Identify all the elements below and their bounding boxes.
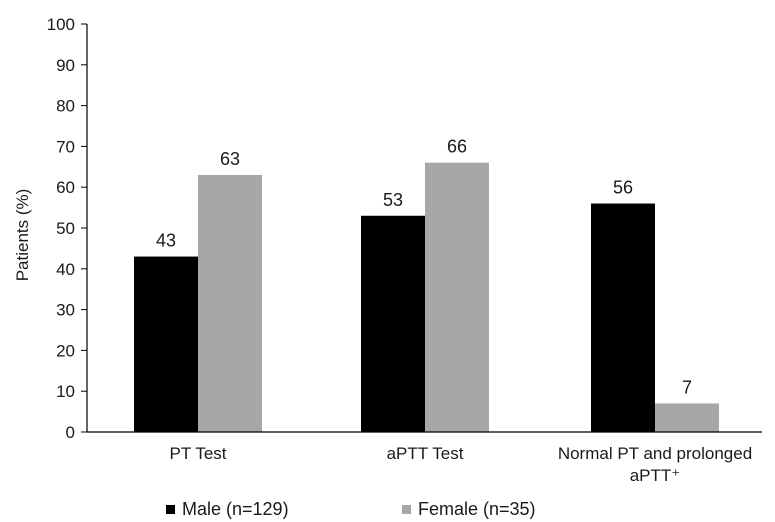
legend-label: Male (n=129) <box>182 499 289 519</box>
data-label: 66 <box>447 137 467 157</box>
category-labels: PT Test aPTT Test Normal PT and prolonged a… <box>169 444 752 485</box>
bar-female-0 <box>198 174 262 432</box>
y-tick-label: 40 <box>56 260 75 279</box>
y-tick-label: 80 <box>56 97 75 116</box>
bar-male-2 <box>591 203 655 432</box>
legend-swatch <box>402 505 411 514</box>
category-label: Normal PT and prolonged <box>558 444 752 463</box>
y-tick-label: 50 <box>56 219 75 238</box>
data-label: 53 <box>383 190 403 210</box>
category-label: aPTT⁺ <box>630 466 681 485</box>
y-tick-label: 10 <box>56 382 75 401</box>
category-label: PT Test <box>169 444 226 463</box>
y-tick-label: 0 <box>66 423 75 442</box>
data-labels: 43 53 56 63 66 7 <box>156 137 692 398</box>
y-tick-label: 100 <box>47 15 75 34</box>
data-label: 7 <box>682 377 692 397</box>
y-tick-label: 30 <box>56 301 75 320</box>
bar-male-1 <box>361 215 425 432</box>
data-label: 56 <box>613 178 633 198</box>
bars <box>134 162 719 432</box>
y-tick-label: 60 <box>56 178 75 197</box>
legend-swatch <box>166 505 175 514</box>
bar-female-1 <box>425 162 489 432</box>
y-axis-ticks: 0 10 20 30 40 50 60 70 80 90 100 <box>47 15 87 442</box>
y-tick-label: 90 <box>56 56 75 75</box>
category-label: aPTT Test <box>387 444 464 463</box>
legend-label: Female (n=35) <box>418 499 536 519</box>
bar-male-0 <box>134 256 198 432</box>
axes <box>86 24 762 433</box>
bar-female-2 <box>655 403 719 432</box>
y-axis-label: Patients (%) <box>13 189 32 282</box>
data-label: 63 <box>220 149 240 169</box>
legend: Male (n=129) Female (n=35) <box>166 499 536 519</box>
data-label: 43 <box>156 231 176 251</box>
y-tick-label: 70 <box>56 137 75 156</box>
y-tick-label: 20 <box>56 341 75 360</box>
